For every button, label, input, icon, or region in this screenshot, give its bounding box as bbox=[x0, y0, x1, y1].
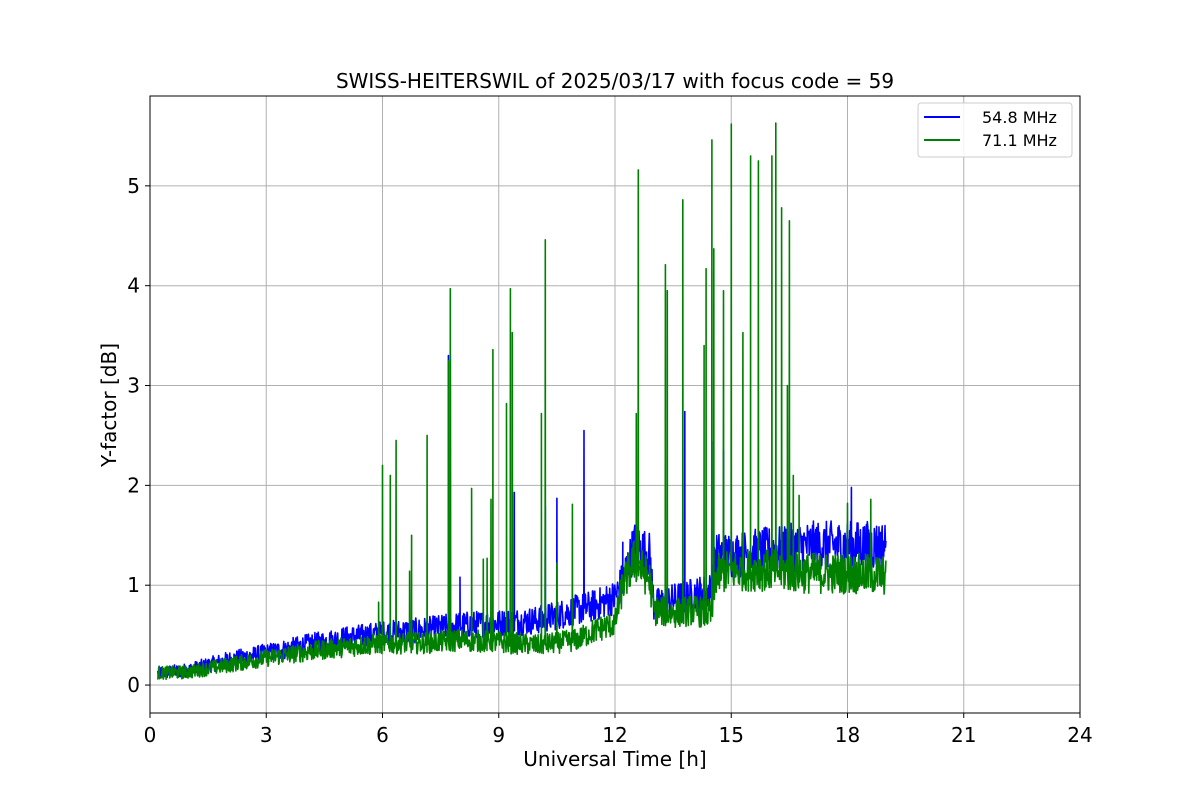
y-axis-ticks: 0 1 2 3 4 5 bbox=[127, 174, 150, 697]
series-line-0 bbox=[157, 354, 887, 679]
x-axis-ticks: 0 3 6 9 12 15 18 21 24 bbox=[144, 713, 1093, 747]
legend-label-54-8: 54.8 MHz bbox=[982, 108, 1057, 127]
y-tick-label: 3 bbox=[127, 374, 140, 398]
y-tick-label: 0 bbox=[127, 673, 140, 697]
chart-title: SWISS-HEITERSWIL of 2025/03/17 with focu… bbox=[336, 69, 894, 93]
x-tick-label: 18 bbox=[835, 723, 860, 747]
x-tick-label: 24 bbox=[1067, 723, 1092, 747]
x-tick-label: 3 bbox=[260, 723, 273, 747]
series-line-1 bbox=[157, 122, 887, 681]
y-tick-label: 5 bbox=[127, 174, 140, 198]
y-tick-label: 1 bbox=[127, 573, 140, 597]
x-tick-label: 0 bbox=[144, 723, 157, 747]
y-axis-label: Y-factor [dB] bbox=[97, 343, 121, 468]
x-tick-label: 21 bbox=[951, 723, 976, 747]
x-axis-label: Universal Time [h] bbox=[523, 747, 706, 771]
x-tick-label: 9 bbox=[492, 723, 505, 747]
y-tick-label: 4 bbox=[127, 274, 140, 298]
x-tick-label: 15 bbox=[719, 723, 744, 747]
legend-label-71-1: 71.1 MHz bbox=[982, 131, 1057, 150]
x-tick-label: 6 bbox=[376, 723, 389, 747]
legend: 54.8 MHz 71.1 MHz bbox=[917, 102, 1073, 158]
y-tick-label: 2 bbox=[127, 473, 140, 497]
x-tick-label: 12 bbox=[602, 723, 627, 747]
series-group bbox=[157, 122, 887, 681]
